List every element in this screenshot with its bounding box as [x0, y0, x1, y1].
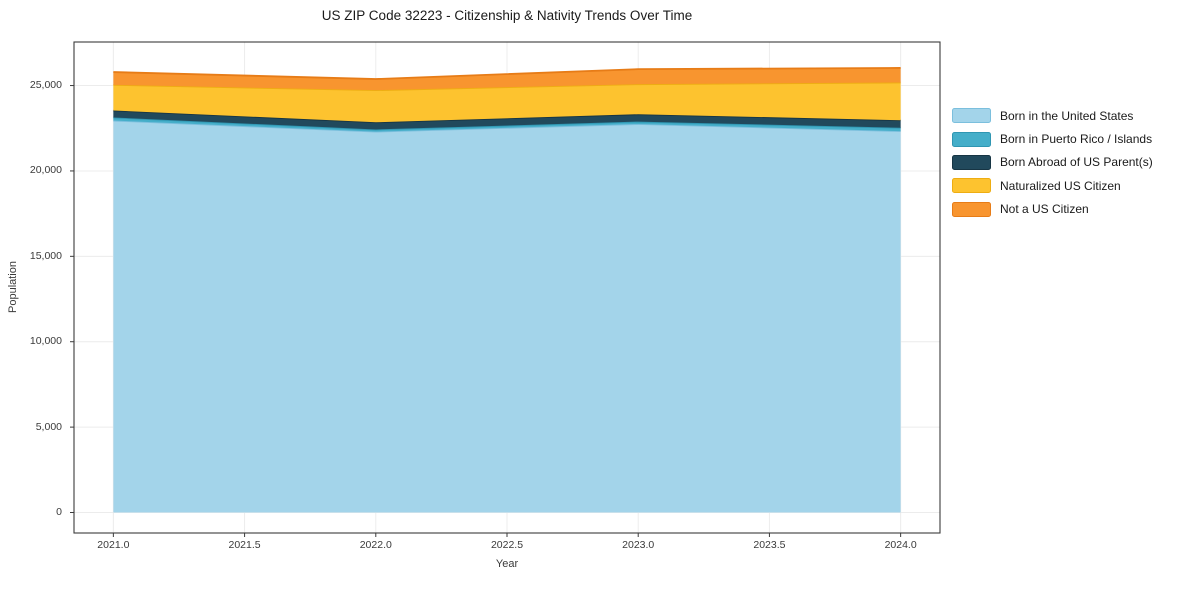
legend-swatch-icon [952, 178, 991, 194]
area-band [113, 110, 901, 130]
x-tick-label: 2021.0 [97, 539, 130, 551]
legend-label: Born in the United States [1000, 108, 1134, 123]
y-tick-label: 15,000 [29, 249, 62, 262]
legend-item: Born Abroad of US Parent(s) [952, 151, 1153, 174]
area-band [113, 82, 901, 123]
legend: Born in the United States Born in Puerto … [952, 104, 1153, 221]
x-axis-title: Year [495, 558, 519, 570]
y-tick-label: 20,000 [29, 164, 62, 177]
area-band-edge [113, 67, 901, 80]
y-tick-label: 0 [56, 506, 62, 518]
y-tick-label: 25,000 [29, 79, 62, 92]
y-axis-title: Population [7, 261, 19, 313]
y-tick-label: 10,000 [29, 335, 62, 348]
legend-swatch-icon [952, 201, 991, 217]
area-band [113, 67, 901, 91]
x-tick-label: 2021.5 [228, 539, 261, 551]
legend-swatch-icon [952, 154, 991, 170]
legend-item: Born in the United States [952, 104, 1153, 127]
legend-item: Naturalized US Citizen [952, 174, 1153, 197]
legend-swatch-icon [952, 108, 991, 124]
legend-swatch-icon [952, 131, 991, 147]
x-tick-label: 2024.0 [884, 539, 917, 551]
legend-label: Born Abroad of US Parent(s) [1000, 155, 1153, 170]
y-tick-label: 5,000 [35, 420, 62, 433]
area-band [113, 117, 901, 132]
legend-label: Naturalized US Citizen [1000, 178, 1121, 193]
x-tick-label: 2023.0 [622, 539, 655, 551]
x-tick-label: 2022.5 [490, 539, 524, 551]
legend-label: Not a US Citizen [1000, 202, 1089, 217]
chart-title: US ZIP Code 32223 - Citizenship & Nativi… [321, 8, 693, 23]
x-tick-label: 2022.0 [359, 539, 392, 551]
x-tick-label: 2023.5 [753, 539, 786, 551]
legend-label: Born in Puerto Rico / Islands [1000, 132, 1153, 147]
area-band [113, 120, 901, 513]
legend-item: Not a US Citizen [952, 198, 1153, 221]
legend-item: Born in Puerto Rico / Islands [952, 127, 1153, 150]
